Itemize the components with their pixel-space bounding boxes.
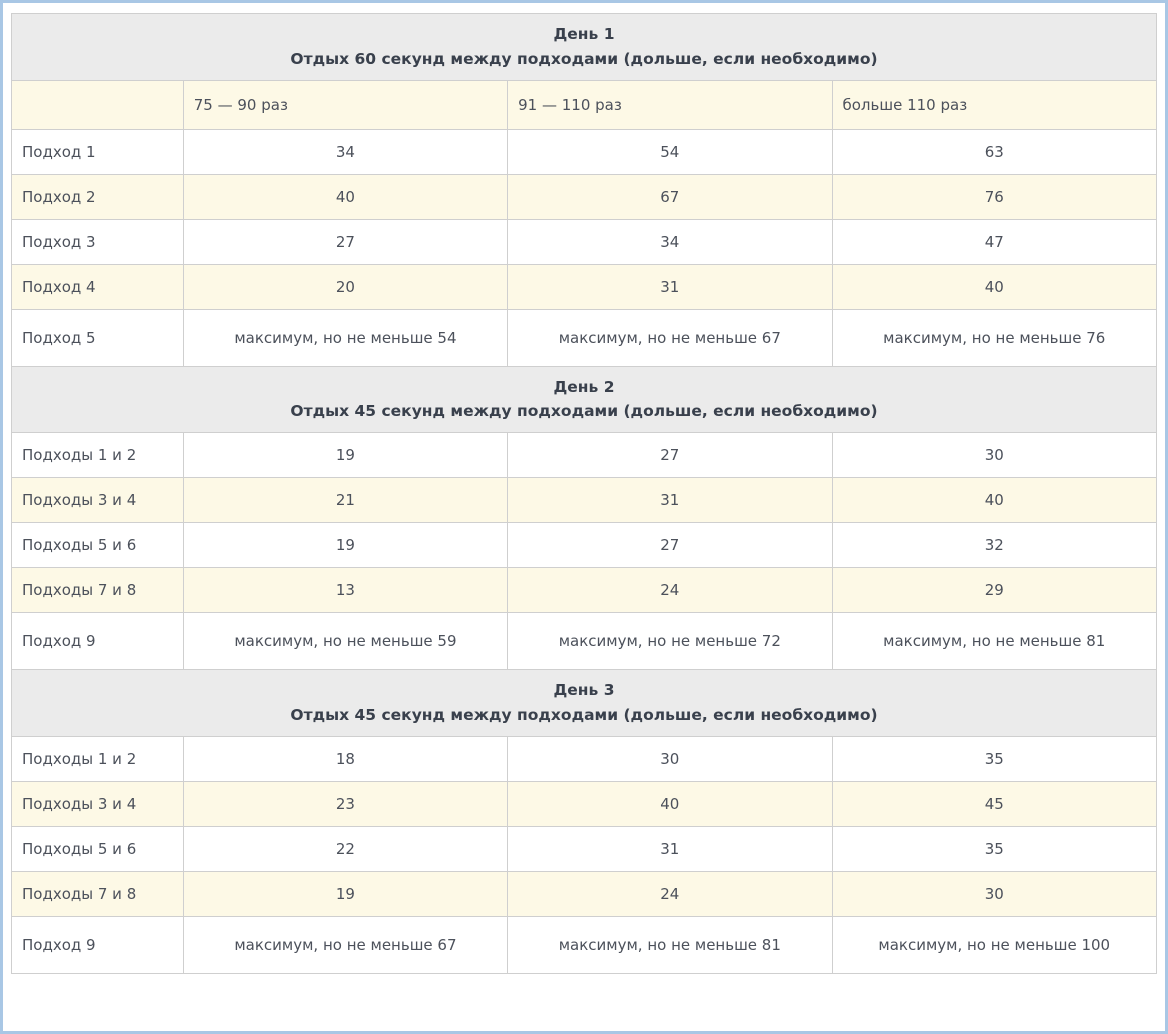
table-cell: максимум, но не меньше 81 [507,915,833,974]
row-label: Подход 4 [11,263,184,310]
row-label: Подходы 5 и 6 [11,522,184,569]
row-label: Подходы 3 и 4 [11,477,184,524]
row-label: Подход 9 [11,612,184,671]
table-cell: 40 [507,780,833,827]
section-header-day1: День 1 Отдых 60 секунд между подходами (… [11,13,1157,81]
row-label: Подходы 1 и 2 [11,735,184,782]
table-cell: 31 [507,263,833,310]
section-subtitle: Отдых 45 секунд между подходами (дольше,… [290,402,878,421]
table-cell: 18 [182,735,509,782]
table-row: Подход 3 27 34 47 [11,218,1157,265]
table-row: Подходы 3 и 4 21 31 40 [11,477,1157,524]
table-row: Подходы 5 и 6 22 31 35 [11,825,1157,872]
table-cell: 23 [182,780,509,827]
row-label: Подходы 7 и 8 [11,567,184,614]
row-label: Подход 2 [11,173,184,220]
column-header-row: 75 — 90 раз 91 — 110 раз больше 110 раз [11,79,1157,130]
table-cell: максимум, но не меньше 76 [831,308,1157,367]
section-title: День 1 [553,25,615,43]
section-header-day2: День 2 Отдых 45 секунд между подходами (… [11,365,1157,434]
table-cell: 29 [831,567,1157,614]
row-label: Подходы 3 и 4 [11,780,184,827]
table-cell: 40 [182,173,509,220]
table-cell: 19 [182,870,509,917]
table-row: Подход 4 20 31 40 [11,263,1157,310]
table-cell: максимум, но не меньше 100 [831,915,1157,974]
row-label: Подход 3 [11,218,184,265]
table-row: Подход 1 34 54 63 [11,128,1157,175]
table-cell: 34 [182,128,509,175]
table-cell: максимум, но не меньше 67 [507,308,833,367]
workout-table: День 1 Отдых 60 секунд между подходами (… [11,13,1157,974]
section-title: День 3 [553,681,615,700]
table-cell: 30 [831,870,1157,917]
table-cell: 35 [831,825,1157,872]
table-cell: 24 [507,567,833,614]
table-cell: 31 [507,825,833,872]
table-row: Подходы 1 и 2 19 27 30 [11,432,1157,479]
table-cell: 20 [182,263,509,310]
table-cell: 24 [507,870,833,917]
table-row: Подход 9 максимум, но не меньше 67 макси… [11,915,1157,974]
table-cell: 67 [507,173,833,220]
corner-cell [11,79,184,130]
table-row: Подходы 1 и 2 18 30 35 [11,735,1157,782]
table-cell: 35 [831,735,1157,782]
table-cell: максимум, но не меньше 59 [182,612,509,671]
row-label: Подход 1 [11,128,184,175]
table-cell: 45 [831,780,1157,827]
section-subtitle: Отдых 45 секунд между подходами (дольше,… [290,705,878,724]
row-label: Подходы 5 и 6 [11,825,184,872]
column-header-75-90: 75 — 90 раз [182,79,509,130]
table-row: Подходы 3 и 4 23 40 45 [11,780,1157,827]
table-cell: 19 [182,522,509,569]
table-row: Подход 5 максимум, но не меньше 54 макси… [11,308,1157,367]
section-header-cell: День 3 Отдых 45 секунд между подходами (… [11,669,1157,737]
table-cell: 47 [831,218,1157,265]
table-cell: максимум, но не меньше 72 [507,612,833,671]
table-cell: 22 [182,825,509,872]
column-header-110plus: больше 110 раз [831,79,1157,130]
row-label: Подходы 7 и 8 [11,870,184,917]
table-cell: максимум, но не меньше 67 [182,915,509,974]
table-cell: 31 [507,477,833,524]
table-cell: 32 [831,522,1157,569]
row-label: Подход 9 [11,915,184,974]
table-row: Подходы 7 и 8 13 24 29 [11,567,1157,614]
table-cell: максимум, но не меньше 81 [831,612,1157,671]
table-row: Подходы 7 и 8 19 24 30 [11,870,1157,917]
section-header-cell: День 2 Отдых 45 секунд между подходами (… [11,365,1157,434]
table-cell: 40 [831,477,1157,524]
table-cell: 27 [507,432,833,479]
table-row: Подходы 5 и 6 19 27 32 [11,522,1157,569]
section-subtitle: Отдых 60 секунд между подходами (дольше,… [290,49,878,68]
column-header-91-110: 91 — 110 раз [507,79,833,130]
table-cell: 30 [831,432,1157,479]
table-cell: 54 [507,128,833,175]
table-cell: 76 [831,173,1157,220]
table-cell: 30 [507,735,833,782]
table-cell: 63 [831,128,1157,175]
table-cell: 13 [182,567,509,614]
table-cell: 21 [182,477,509,524]
table-cell: максимум, но не меньше 54 [182,308,509,367]
section-title: День 2 [553,377,615,396]
section-header-cell: День 1 Отдых 60 секунд между подходами (… [11,13,1157,81]
table-cell: 27 [182,218,509,265]
row-label: Подходы 1 и 2 [11,432,184,479]
table-row: Подход 9 максимум, но не меньше 59 макси… [11,612,1157,671]
row-label: Подход 5 [11,308,184,367]
table-row: Подход 2 40 67 76 [11,173,1157,220]
table-cell: 40 [831,263,1157,310]
table-cell: 19 [182,432,509,479]
section-header-day3: День 3 Отдых 45 секунд между подходами (… [11,669,1157,737]
table-cell: 27 [507,522,833,569]
table-cell: 34 [507,218,833,265]
